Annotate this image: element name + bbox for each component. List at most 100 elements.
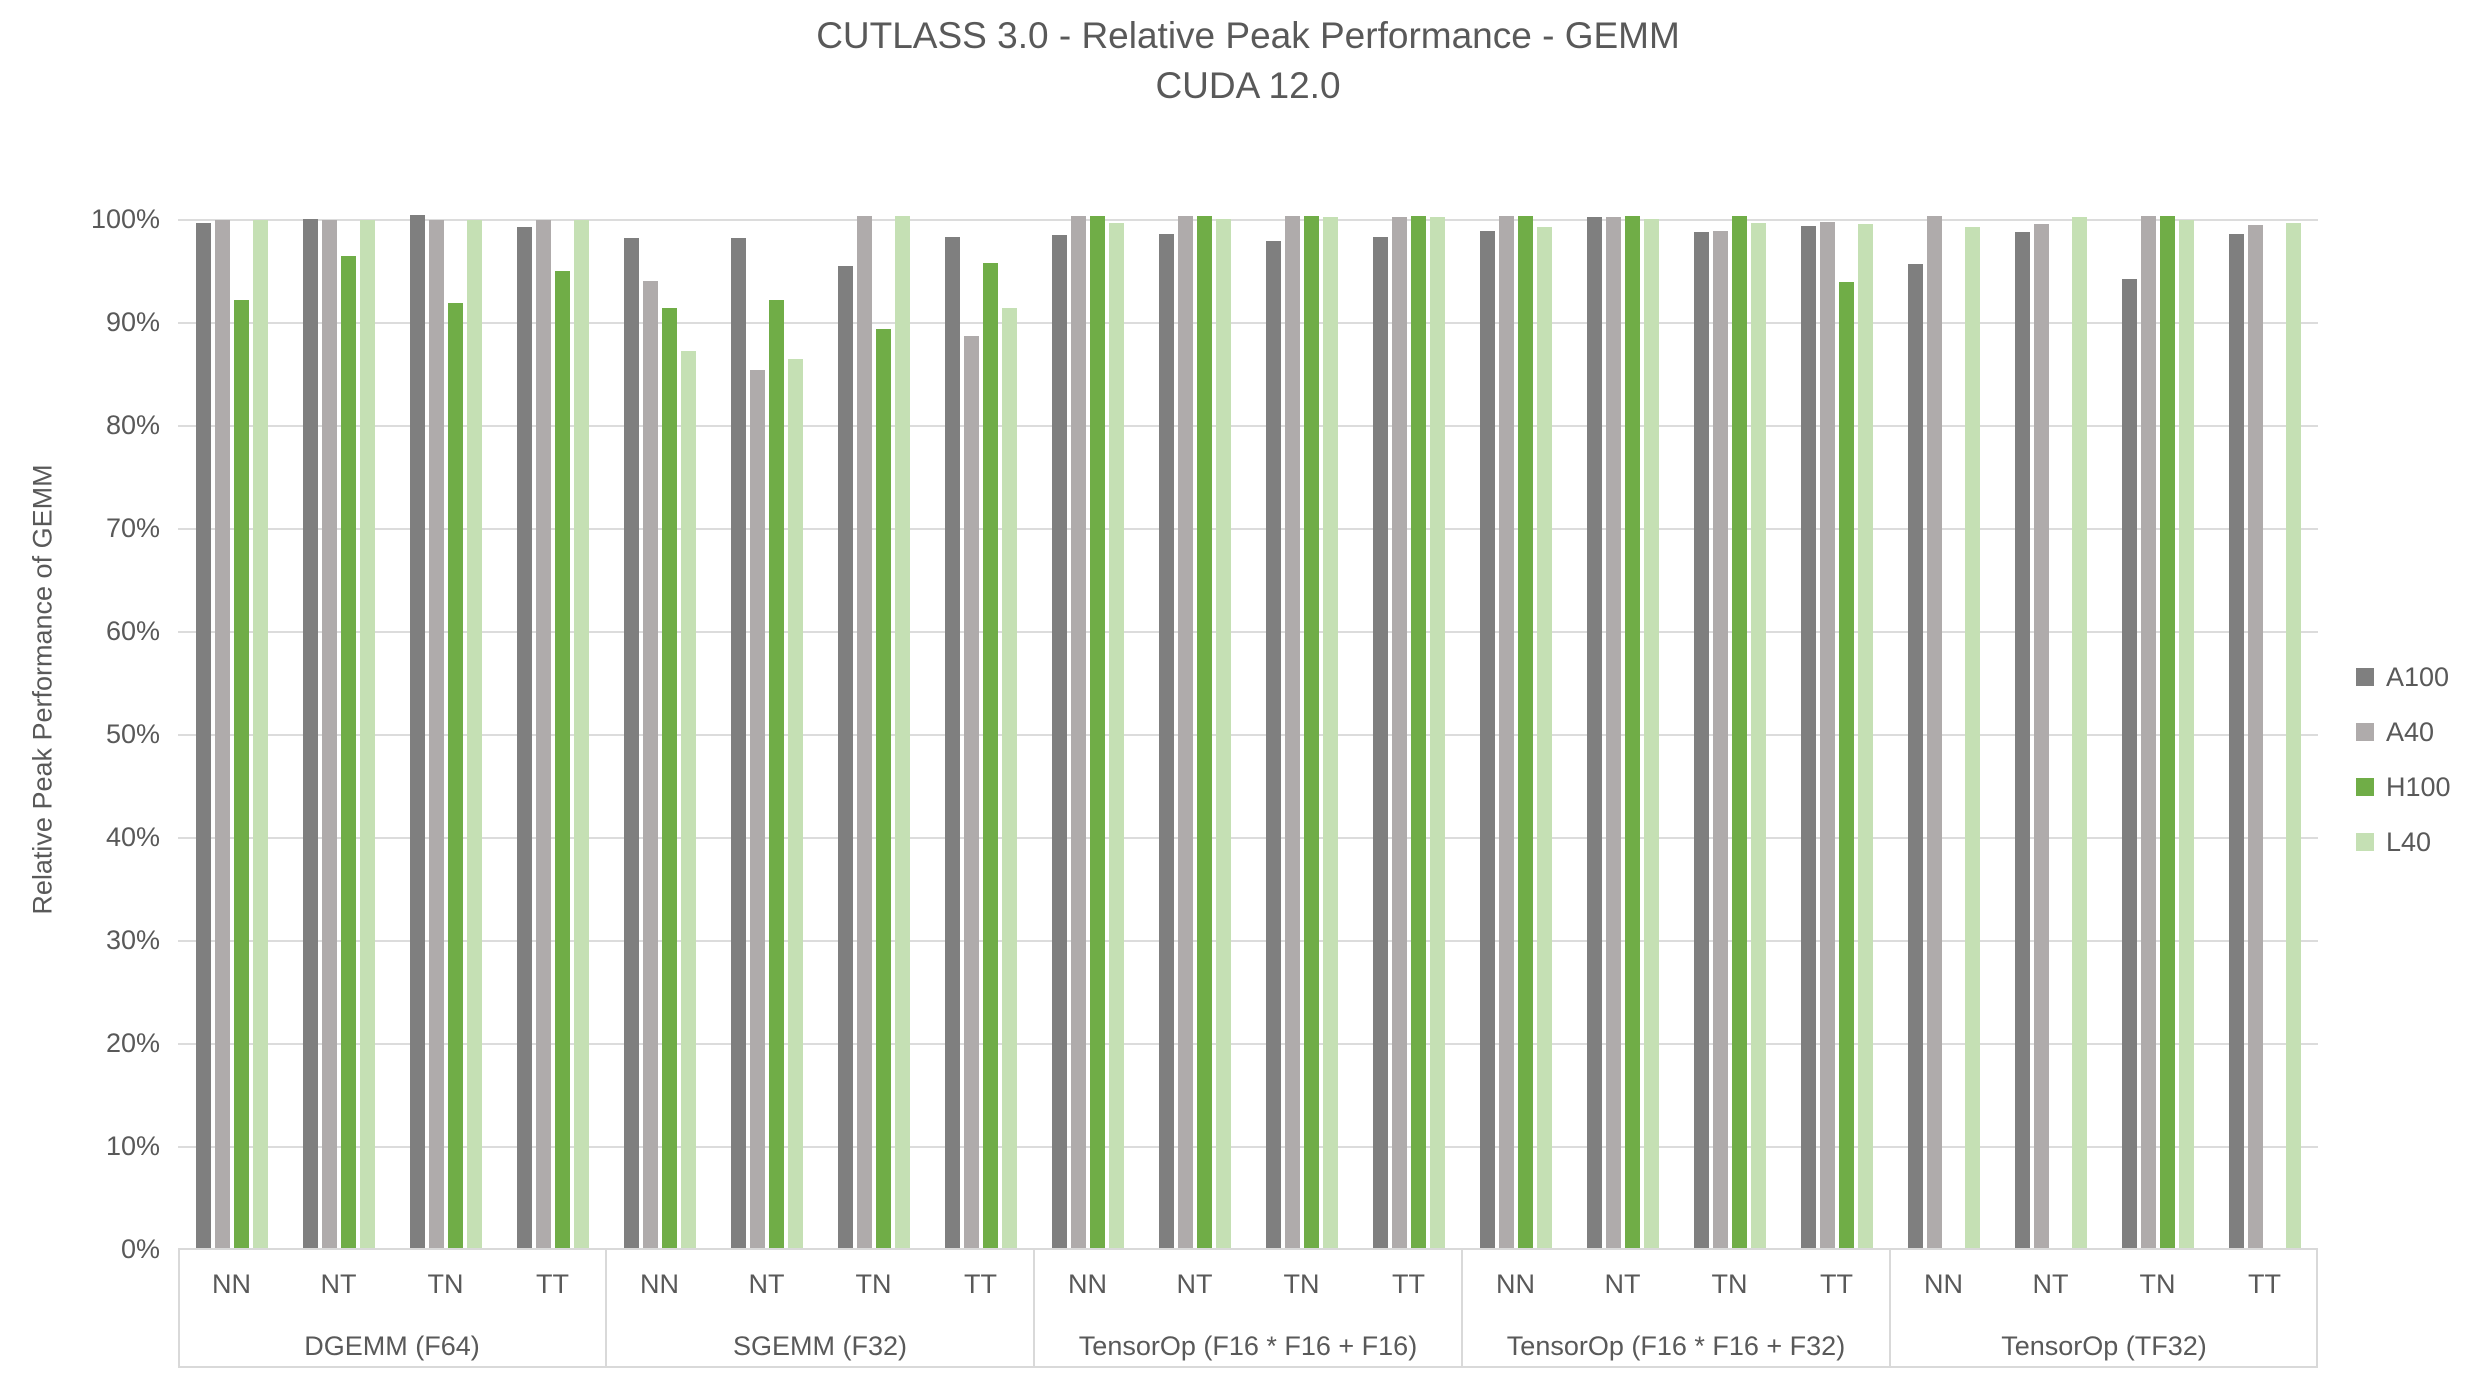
group-divider-4 (1889, 1248, 1891, 1368)
bar-DGEMM (F64)-TT-L40 (573, 220, 589, 1250)
bar-TensorOp (F16 * F16 + F32)-TN-H100 (1731, 215, 1747, 1250)
gridline-20 (178, 1043, 2318, 1045)
category-label-TensorOp (F16 * F16 + F32)-NT: NT (1604, 1269, 1641, 1299)
category-label-TensorOp (F16 * F16 + F32)-NN: NN (1496, 1269, 1535, 1299)
category-label-SGEMM (F32)-TT: TT (964, 1269, 997, 1299)
bar-TensorOp (F16 * F16 + F32)-NT-H100 (1624, 215, 1640, 1250)
bar-TensorOp (TF32)-TN-A40 (2140, 215, 2156, 1250)
bar-TensorOp (F16 * F16 + F32)-TT-L40 (1857, 224, 1873, 1250)
gridline-50 (178, 734, 2318, 736)
gridline-80 (178, 425, 2318, 427)
bar-DGEMM (F64)-NT-A40 (321, 220, 337, 1250)
category-label-TensorOp (F16 * F16 + F16)-TN: TN (1283, 1269, 1320, 1299)
bar-SGEMM (F32)-TN-A100 (837, 266, 853, 1250)
bar-TensorOp (F16 * F16 + F16)-TT-A100 (1372, 236, 1388, 1250)
bar-SGEMM (F32)-TT-H100 (982, 263, 998, 1250)
legend-swatch-L40 (2356, 833, 2374, 851)
bar-TensorOp (F16 * F16 + F16)-NN-H100 (1089, 215, 1105, 1250)
chart-subtitle: CUDA 12.0 (1155, 65, 1341, 106)
legend-label: A100 (2386, 662, 2450, 692)
bar-TensorOp (F16 * F16 + F32)-NT-L40 (1643, 219, 1659, 1250)
bar-TensorOp (F16 * F16 + F32)-TN-L40 (1750, 223, 1766, 1250)
bar-TensorOp (F16 * F16 + F16)-TN-L40 (1322, 216, 1338, 1250)
y-axis-title: Relative Peak Performance of GEMM (27, 464, 58, 915)
bar-SGEMM (F32)-TT-A100 (944, 236, 960, 1250)
gridline-60 (178, 631, 2318, 633)
bar-DGEMM (F64)-TN-A40 (428, 220, 444, 1250)
y-tick-label-80: 80% (105, 410, 160, 440)
bar-SGEMM (F32)-NN-L40 (680, 350, 696, 1250)
legend: A100 A40 H100 L40 (2356, 663, 2451, 883)
bar-SGEMM (F32)-TT-A40 (963, 336, 979, 1250)
bar-DGEMM (F64)-TT-A100 (516, 227, 532, 1250)
bar-TensorOp (TF32)-NT-L40 (2071, 216, 2087, 1250)
category-label-DGEMM (F64)-NT: NT (320, 1269, 357, 1299)
bar-SGEMM (F32)-NT-H100 (768, 300, 784, 1250)
category-label-TensorOp (F16 * F16 + F16)-TT: TT (1392, 1269, 1425, 1299)
gridline-10 (178, 1146, 2318, 1148)
bar-SGEMM (F32)-NN-A100 (623, 237, 639, 1250)
y-tick-label-10: 10% (105, 1131, 160, 1161)
bar-TensorOp (F16 * F16 + F16)-NT-A100 (1158, 234, 1174, 1250)
group-label-3: TensorOp (F16 * F16 + F32) (1506, 1331, 1846, 1361)
bar-TensorOp (F16 * F16 + F32)-NT-A40 (1605, 216, 1621, 1250)
bar-DGEMM (F64)-NN-H100 (233, 300, 249, 1250)
bar-TensorOp (F16 * F16 + F32)-TN-A100 (1693, 232, 1709, 1250)
bar-TensorOp (TF32)-TN-H100 (2159, 215, 2175, 1250)
bar-TensorOp (TF32)-NN-A100 (1907, 264, 1923, 1250)
bar-TensorOp (TF32)-NT-A40 (2033, 224, 2049, 1250)
legend-label: L40 (2386, 827, 2432, 857)
category-label-SGEMM (F32)-TN: TN (855, 1269, 892, 1299)
category-label-DGEMM (F64)-NN: NN (212, 1269, 251, 1299)
bar-DGEMM (F64)-NT-L40 (359, 220, 375, 1250)
y-tick-label-50: 50% (105, 719, 160, 749)
bar-TensorOp (TF32)-TT-A100 (2228, 234, 2244, 1250)
bar-DGEMM (F64)-TT-H100 (554, 270, 570, 1250)
bar-TensorOp (F16 * F16 + F32)-TT-A100 (1800, 226, 1816, 1250)
y-tick-label-30: 30% (105, 925, 160, 955)
legend-item-A100: A100 (2356, 663, 2451, 691)
category-label-TensorOp (TF32)-NT: NT (2032, 1269, 2069, 1299)
legend-swatch-H100 (2356, 778, 2374, 796)
bar-SGEMM (F32)-TN-H100 (875, 329, 891, 1250)
y-tick-label-20: 20% (105, 1028, 160, 1058)
category-label-TensorOp (TF32)-TN: TN (2139, 1269, 2176, 1299)
bar-DGEMM (F64)-NN-A100 (195, 223, 211, 1250)
y-tick-label-90: 90% (105, 307, 160, 337)
category-label-TensorOp (F16 * F16 + F16)-NN: NN (1068, 1269, 1107, 1299)
bar-TensorOp (F16 * F16 + F16)-TT-L40 (1429, 216, 1445, 1250)
bar-TensorOp (F16 * F16 + F16)-NT-A40 (1177, 215, 1193, 1250)
category-label-DGEMM (F64)-TN: TN (427, 1269, 464, 1299)
bar-TensorOp (F16 * F16 + F32)-NN-H100 (1517, 215, 1533, 1250)
bar-TensorOp (F16 * F16 + F32)-NN-A40 (1498, 215, 1514, 1250)
bar-TensorOp (TF32)-TN-A100 (2121, 278, 2137, 1250)
bar-TensorOp (F16 * F16 + F16)-TN-H100 (1303, 215, 1319, 1250)
bar-TensorOp (TF32)-NN-A40 (1926, 215, 1942, 1250)
category-label-TensorOp (TF32)-NN: NN (1924, 1269, 1963, 1299)
bar-TensorOp (F16 * F16 + F16)-NT-L40 (1215, 219, 1231, 1250)
gridline-30 (178, 940, 2318, 942)
legend-item-A40: A40 (2356, 718, 2451, 746)
bar-SGEMM (F32)-NT-A40 (749, 370, 765, 1250)
bar-DGEMM (F64)-NN-L40 (252, 220, 268, 1250)
bar-TensorOp (F16 * F16 + F16)-TT-H100 (1410, 215, 1426, 1250)
category-label-TensorOp (TF32)-TT: TT (2248, 1269, 2281, 1299)
group-label-0: DGEMM (F64) (304, 1331, 480, 1361)
legend-label: H100 (2386, 772, 2451, 802)
bar-TensorOp (F16 * F16 + F32)-NN-A100 (1479, 231, 1495, 1250)
category-label-SGEMM (F32)-NN: NN (640, 1269, 679, 1299)
chart-title: CUTLASS 3.0 - Relative Peak Performance … (816, 15, 1680, 56)
y-tick-label-40: 40% (105, 822, 160, 852)
bar-TensorOp (F16 * F16 + F16)-NT-H100 (1196, 215, 1212, 1250)
bar-SGEMM (F32)-TT-L40 (1001, 307, 1017, 1250)
y-tick-label-60: 60% (105, 616, 160, 646)
group-label-2: TensorOp (F16 * F16 + F16) (1078, 1331, 1418, 1361)
group-divider-2 (1033, 1248, 1035, 1368)
category-label-TensorOp (F16 * F16 + F32)-TN: TN (1711, 1269, 1748, 1299)
bar-SGEMM (F32)-NT-A100 (730, 237, 746, 1250)
bar-TensorOp (F16 * F16 + F16)-TT-A40 (1391, 216, 1407, 1250)
legend-item-L40: L40 (2356, 828, 2451, 856)
category-label-TensorOp (F16 * F16 + F32)-TT: TT (1820, 1269, 1853, 1299)
legend-swatch-A40 (2356, 723, 2374, 741)
